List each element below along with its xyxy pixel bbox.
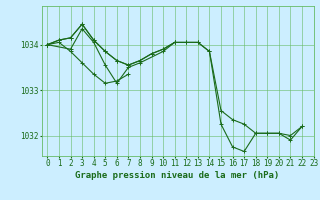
X-axis label: Graphe pression niveau de la mer (hPa): Graphe pression niveau de la mer (hPa): [76, 171, 280, 180]
